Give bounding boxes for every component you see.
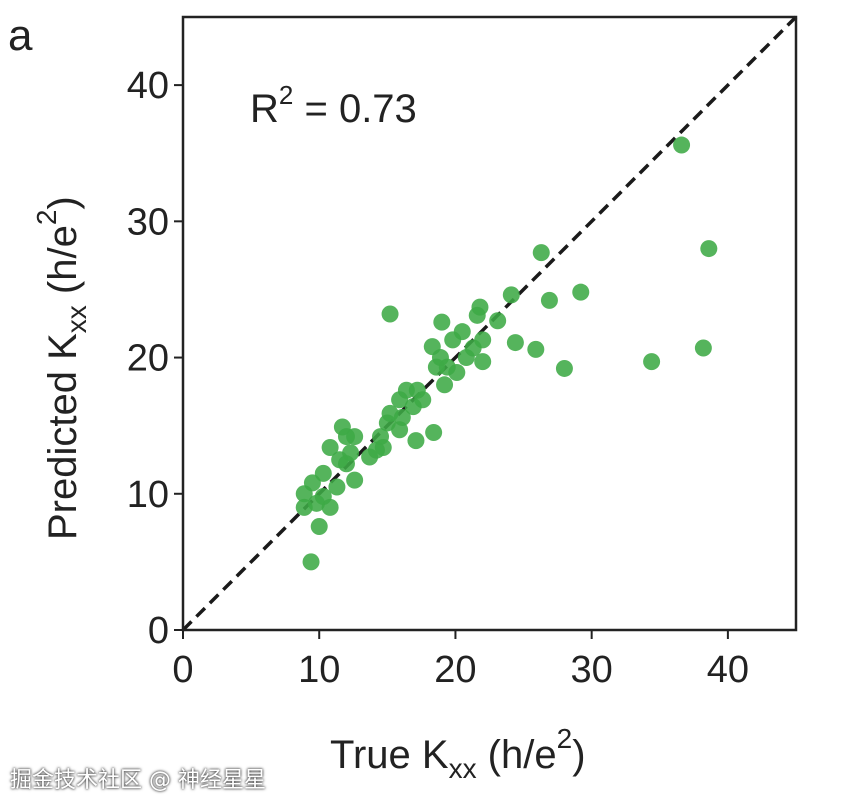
data-point — [433, 313, 451, 331]
x-axis-label: True Kxx (h/e2) — [330, 723, 586, 784]
data-point — [444, 331, 462, 349]
data-point — [427, 358, 445, 376]
data-point — [489, 312, 507, 330]
data-point — [407, 432, 425, 450]
y-tick-label: 30 — [127, 201, 169, 243]
data-point — [328, 478, 346, 496]
data-point — [314, 488, 332, 506]
x-tick-label: 10 — [298, 649, 340, 691]
data-point — [346, 471, 364, 489]
plot-frame — [181, 15, 798, 632]
y-tick-label: 0 — [148, 610, 169, 652]
x-tick-label: 40 — [707, 649, 749, 691]
data-point — [391, 421, 409, 439]
r2-annotation: R2 = 0.73 — [250, 80, 417, 131]
data-point — [302, 553, 320, 571]
data-point — [527, 340, 545, 358]
data-point — [337, 455, 355, 473]
identity-reference-line — [181, 15, 798, 632]
y-tick-label: 20 — [127, 338, 169, 380]
data-point — [321, 438, 339, 456]
data-point — [404, 398, 422, 416]
x-tick-label: 0 — [172, 649, 193, 691]
watermark: 掘金技术社区 @ 神经星星 — [10, 768, 266, 793]
data-point — [540, 291, 558, 309]
data-point — [673, 136, 691, 154]
data-point — [295, 485, 313, 503]
x-tick-label: 20 — [434, 649, 476, 691]
data-point — [532, 244, 550, 262]
data-point — [506, 334, 524, 352]
data-point — [448, 364, 466, 382]
data-point — [391, 391, 409, 409]
data-point — [310, 517, 328, 535]
data-point — [295, 498, 313, 516]
data-point — [381, 305, 399, 323]
data-point — [425, 423, 443, 441]
data-point — [694, 339, 712, 357]
data-point — [436, 376, 454, 394]
x-tick-label: 30 — [571, 649, 613, 691]
data-point — [555, 359, 573, 377]
data-point — [572, 283, 590, 301]
data-point — [502, 286, 520, 304]
data-point — [346, 428, 364, 446]
data-point — [464, 339, 482, 357]
y-tick-label: 40 — [127, 65, 169, 107]
data-point — [474, 353, 492, 371]
panel-label: a — [8, 11, 33, 60]
y-tick-label: 10 — [127, 474, 169, 516]
data-point — [468, 306, 486, 324]
data-point — [367, 441, 385, 459]
data-point — [643, 353, 661, 371]
data-point — [700, 240, 718, 258]
y-axis-label: Predicted Kxx (h/e2) — [31, 196, 92, 540]
